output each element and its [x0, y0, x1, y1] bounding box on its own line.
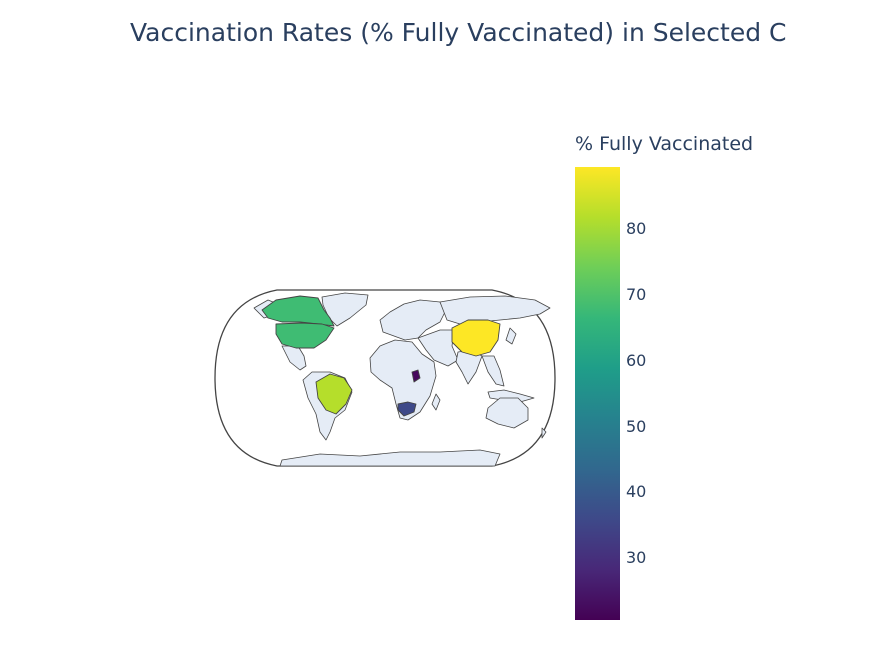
land-greenland	[321, 292, 369, 327]
country-china[interactable]	[451, 319, 501, 357]
colorbar-tick: 70	[626, 285, 647, 304]
colorbar-tick: 30	[626, 548, 647, 567]
land-southeast-asia	[481, 355, 505, 387]
land-north-asia	[439, 295, 551, 325]
land-antarctica	[279, 449, 501, 467]
colorbar-title: % Fully Vaccinated	[575, 133, 754, 155]
land-japan	[505, 327, 517, 345]
country-south-africa[interactable]	[397, 401, 417, 417]
land-europe	[379, 299, 446, 341]
colorbar-tick: 50	[626, 417, 647, 436]
land-africa	[369, 339, 437, 421]
country-united-states[interactable]	[275, 322, 335, 349]
land-new-zealand	[541, 427, 547, 439]
colorbar-tick: 80	[626, 219, 647, 238]
land-madagascar	[431, 393, 441, 411]
country-brazil[interactable]	[315, 373, 353, 415]
colorbar	[575, 167, 620, 620]
chart-title: Vaccination Rates (% Fully Vaccinated) i…	[130, 18, 787, 47]
colorbar-tick: 40	[626, 482, 647, 501]
country-canada[interactable]	[261, 295, 335, 327]
colorbar-tick: 60	[626, 351, 647, 370]
country-kenya[interactable]	[411, 369, 421, 383]
land-australia	[485, 397, 529, 429]
